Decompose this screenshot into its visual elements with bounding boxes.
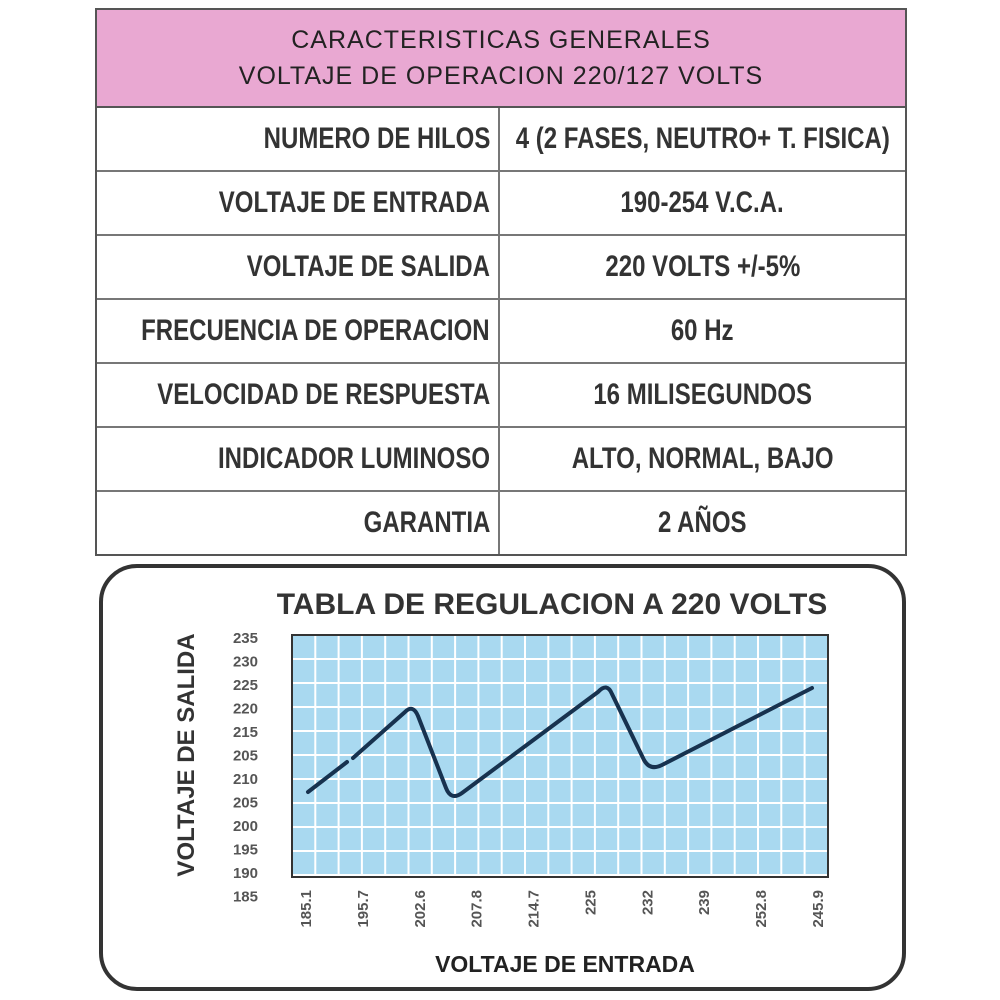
value-cell: 190-254 V.C.A. xyxy=(500,172,905,234)
y-axis-label: 215 xyxy=(233,724,258,741)
cell-text: VELOCIDAD DE RESPUESTA xyxy=(157,378,490,411)
label-cell: NUMERO DE HILOS xyxy=(97,108,500,170)
label-cell: VOLTAJE DE SALIDA xyxy=(97,236,500,298)
spec-table: CARACTERISTICAS GENERALES VOLTAJE DE OPE… xyxy=(95,8,907,556)
y-axis-label: 185 xyxy=(233,889,258,906)
header-line: CARACTERISTICAS GENERALES xyxy=(291,26,711,54)
label-cell: FRECUENCIA DE OPERACION xyxy=(97,300,500,362)
value-cell: 4 (2 FASES, NEUTRO+ T. FISICA) xyxy=(500,108,905,170)
cell-text: NUMERO DE HILOS xyxy=(263,122,490,155)
x-axis-label: 202.6 xyxy=(412,890,429,928)
x-axis-label: 232 xyxy=(639,890,656,915)
label-cell: VOLTAJE DE ENTRADA xyxy=(97,172,500,234)
y-axis-label: 205 xyxy=(233,748,258,765)
label-cell: INDICADOR LUMINOSO xyxy=(97,428,500,490)
cell-text: 60 Hz xyxy=(671,314,734,347)
value-cell: 2 AÑOS xyxy=(500,492,905,554)
cell-text: 4 (2 FASES, NEUTRO+ T. FISICA) xyxy=(515,122,890,155)
y-axis-label: 205 xyxy=(233,795,258,812)
label-cell: VELOCIDAD DE RESPUESTA xyxy=(97,364,500,426)
y-axis-label: 230 xyxy=(233,654,258,671)
table-row: VOLTAJE DE ENTRADA 190-254 V.C.A. xyxy=(97,170,905,234)
cell-text: VOLTAJE DE SALIDA xyxy=(246,250,490,283)
table-row: VELOCIDAD DE RESPUESTA 16 MILISEGUNDOS xyxy=(97,362,905,426)
table-row: GARANTIA 2 AÑOS xyxy=(97,490,905,554)
cell-text: GARANTIA xyxy=(363,506,490,539)
y-axis-label: 210 xyxy=(233,771,258,788)
header-line: VOLTAJE DE OPERACION 220/127 VOLTS xyxy=(238,62,764,90)
y-axis-title: VOLTAJE DE SALIDA xyxy=(173,633,200,876)
x-axis-label: 225 xyxy=(582,890,599,915)
table-row: NUMERO DE HILOS 4 (2 FASES, NEUTRO+ T. FI… xyxy=(97,108,905,170)
y-axis-label: 220 xyxy=(233,701,258,718)
value-cell: ALTO, NORMAL, BAJO xyxy=(500,428,905,490)
x-axis-label: 252.8 xyxy=(753,890,770,928)
graph-title: TABLA DE REGULACION A 220 VOLTS xyxy=(277,588,828,621)
cell-text: 16 MILISEGUNDOS xyxy=(593,378,812,411)
y-axis-label: 190 xyxy=(233,865,258,882)
label-cell: GARANTIA xyxy=(97,492,500,554)
cell-text: 220 VOLTS +/-5% xyxy=(605,250,800,283)
regulation-curve xyxy=(306,685,814,799)
table-row: INDICADOR LUMINOSO ALTO, NORMAL, BAJO xyxy=(97,426,905,490)
x-axis-label: 195.7 xyxy=(355,890,372,928)
table-row: VOLTAJE DE SALIDA 220 VOLTS +/-5% xyxy=(97,234,905,298)
y-axis-label: 235 xyxy=(233,630,258,647)
cell-text: 2 AÑOS xyxy=(658,506,747,539)
x-axis-label: 185.1 xyxy=(298,890,315,928)
cell-text: 190-254 V.C.A. xyxy=(620,186,785,219)
x-axis-title: VOLTAJE DE ENTRADA xyxy=(435,951,695,977)
grid xyxy=(293,636,827,876)
x-axis-label: 239 xyxy=(696,890,713,915)
cell-text: VOLTAJE DE ENTRADA xyxy=(218,186,490,219)
x-axis-label: 214.7 xyxy=(526,890,543,928)
value-cell: 220 VOLTS +/-5% xyxy=(500,236,905,298)
value-cell: 60 Hz xyxy=(500,300,905,362)
value-cell: 16 MILISEGUNDOS xyxy=(500,364,905,426)
table-header: CARACTERISTICAS GENERALES VOLTAJE DE OPE… xyxy=(97,10,905,108)
y-axis-label: 225 xyxy=(233,677,258,694)
x-axis-label: 245.9 xyxy=(810,890,827,928)
x-axis-label: 207.8 xyxy=(469,890,486,928)
cell-text: FRECUENCIA DE OPERACION xyxy=(141,314,490,347)
y-axis-label: 200 xyxy=(233,818,258,835)
table-row: FRECUENCIA DE OPERACION 60 Hz xyxy=(97,298,905,362)
cell-text: INDICADOR LUMINOSO xyxy=(218,442,490,475)
y-axis-label: 195 xyxy=(233,842,258,859)
cell-text: ALTO, NORMAL, BAJO xyxy=(571,442,834,475)
table-body: NUMERO DE HILOS 4 (2 FASES, NEUTRO+ T. FI… xyxy=(97,108,905,554)
